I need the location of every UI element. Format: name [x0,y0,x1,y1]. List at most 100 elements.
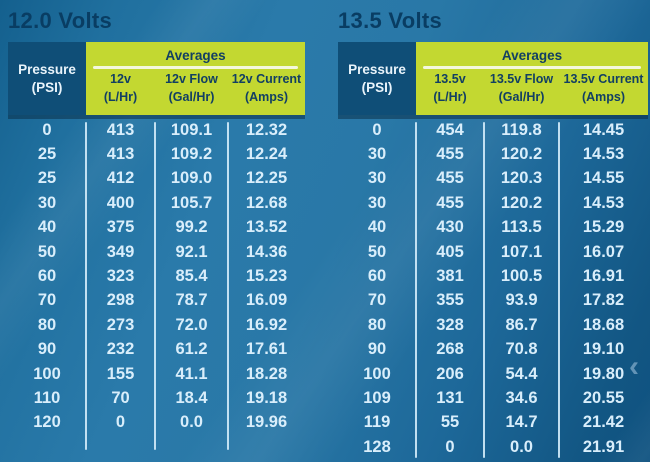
table-header-13-5v: Pressure (PSI) Averages 13.5v (L/Hr) 13.… [338,42,648,119]
table-cell: 355 [436,291,464,310]
table-cell: 232 [106,340,135,359]
table-cell: 110 [33,388,61,407]
table-cell: 90 [37,340,57,359]
table-cell: 86.7 [505,315,538,334]
column-header-lhr: 12v (L/Hr) [86,71,155,106]
table-cell: 100 [33,364,61,383]
table-cell: 100.5 [500,267,543,286]
table-row: 0 413 109.1 12.32 [8,118,305,142]
table-row: 80 328 86.7 18.68 [338,313,648,337]
table-cell: 21.42 [582,413,625,432]
table-row: 70 355 93.9 17.82 [338,289,648,313]
table-cell: 19.10 [582,340,625,359]
table-cell: 70 [367,291,387,310]
table-cell: 34.6 [505,388,538,407]
table-row: 80 273 72.0 16.92 [8,313,305,337]
column-header-line: (Gal/Hr) [168,89,215,104]
averages-label: Averages [165,48,226,63]
averages-header-cell: Averages 12v (L/Hr) 12v Flow (Gal/Hr) 12… [86,42,305,115]
table-row: 120 0 0.0 19.96 [8,411,305,435]
table-cell: 70 [37,291,57,310]
column-header-line: (Amps) [581,89,626,104]
table-cell: 30 [367,193,387,212]
table-cell: 120.2 [500,145,543,164]
table-cell: 93.9 [505,291,538,310]
table-row: 40 430 113.5 15.29 [338,216,648,240]
column-header-line: 12v [110,72,131,86]
table-cell: 17.61 [245,340,288,359]
table-cell: 454 [436,120,464,139]
table-cell: 30 [367,145,387,164]
table-cell: 328 [436,315,464,334]
table-cell: 109.0 [170,169,213,188]
table-row: 90 268 70.8 19.10 [338,338,648,362]
table-cell: 109 [363,388,391,407]
column-header-line: 13.5v Current [563,72,644,86]
table-cell: 113.5 [501,218,542,237]
table-cell: 12.24 [245,145,288,164]
table-row: 25 412 109.0 12.25 [8,167,305,191]
table-cell: 155 [106,364,135,383]
table-cell: 273 [106,315,135,334]
table-cell: 323 [106,267,135,286]
table-row: 50 349 92.1 14.36 [8,240,305,264]
table-body-12v: 0 413 109.1 12.32 25 413 109.2 12.24 25 412 109.0 1… [8,118,305,435]
pressure-header-cell: Pressure (PSI) [8,42,86,115]
table-cell: 21.91 [582,437,625,456]
table-cell: 120.2 [500,193,543,212]
table-cell: 298 [106,291,135,310]
table-cell: 400 [106,193,135,212]
table-cell: 70 [111,388,130,407]
table-cell: 70.8 [505,340,538,359]
table-cell: 25 [37,145,57,164]
table-cell: 80 [367,315,387,334]
table-cell: 18.68 [582,315,625,334]
table-cell: 78.7 [175,291,208,310]
table-row: 30 455 120.3 14.55 [338,167,648,191]
averages-header-cell: Averages 13.5v (L/Hr) 13.5v Flow (Gal/Hr… [416,42,648,115]
table-cell: 16.07 [582,242,625,261]
table-cell: 0 [42,120,52,139]
table-cell: 54.4 [505,364,538,383]
table-cell: 412 [106,169,135,188]
column-header-flow: 13.5v Flow (Gal/Hr) [484,71,559,106]
table-cell: 99.2 [175,218,208,237]
table-cell: 13.52 [245,218,288,237]
chevron-left-icon[interactable]: ‹ [629,350,639,383]
table-cell: 15.29 [582,218,625,237]
table-cell: 375 [106,218,135,237]
pressure-label: Pressure [348,61,406,77]
table-cell: 20.55 [582,388,625,407]
table-cell: 128 [363,437,391,456]
column-header-line: 12v Current [231,72,302,86]
table-cell: 50 [367,242,387,261]
table-cell: 455 [436,169,464,188]
table-row: 119 55 14.7 21.42 [338,411,648,435]
table-cell: 16.09 [245,291,288,310]
table-cell: 80 [37,315,57,334]
table-row: 110 70 18.4 19.18 [8,386,305,410]
table-cell: 85.4 [175,267,208,286]
pressure-unit-label: (PSI) [361,79,393,95]
table-cell: 455 [436,193,464,212]
table-row: 30 455 120.2 14.53 [338,191,648,215]
table-cell: 17.82 [582,291,625,310]
table-cell: 14.45 [582,120,625,139]
table-cell: 109.1 [170,120,213,139]
table-cell: 455 [436,145,464,164]
table-cell: 119.8 [501,120,542,139]
table-row: 90 232 61.2 17.61 [8,338,305,362]
table-12v: 12.0 Volts Pressure (PSI) Averages 12v (… [8,8,305,450]
table-body-13-5v: 0 454 119.8 14.45 30 455 120.2 14.53 30 455 120.3 1… [338,118,648,459]
table-cell: 430 [436,218,464,237]
table-cell: 40 [37,218,57,237]
column-header-current: 13.5v Current (Amps) [559,71,648,106]
table-row: 128 0 0.0 21.91 [338,435,648,459]
table-cell: 14.53 [582,193,625,212]
table-cell: 12.32 [245,120,288,139]
table-cell: 120 [33,413,61,432]
table-cell: 413 [106,120,135,139]
table-cell: 18.28 [245,364,288,383]
table-cell: 14.55 [582,169,625,188]
table-cell: 0.0 [510,437,533,456]
